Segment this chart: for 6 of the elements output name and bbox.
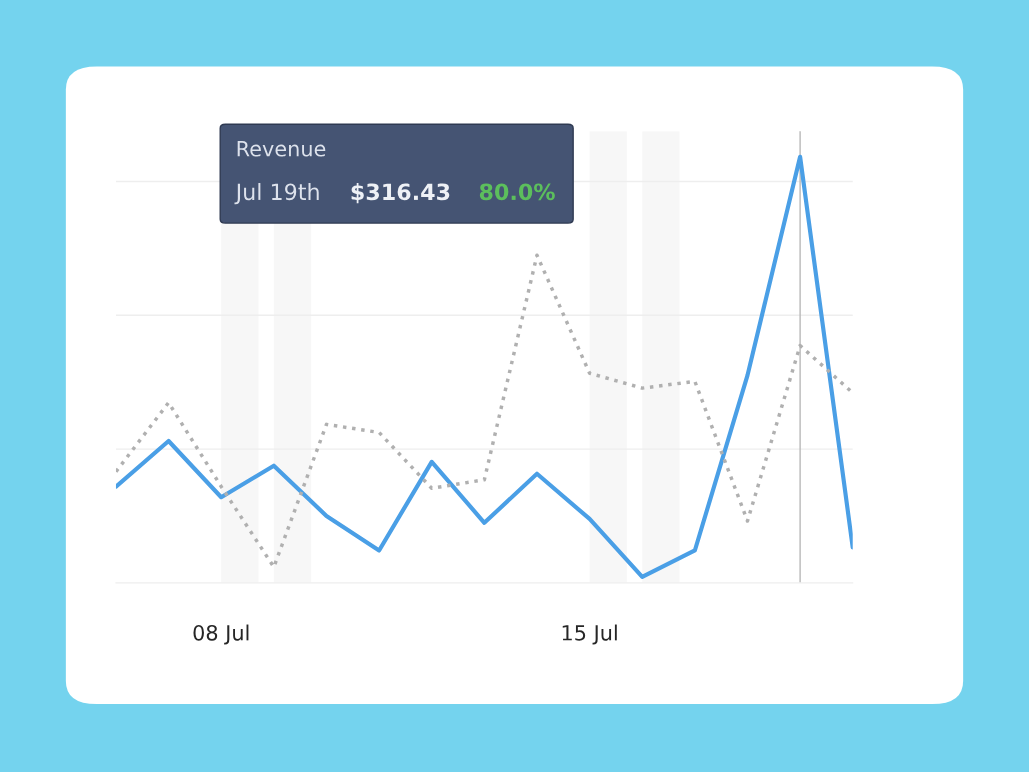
annotation: Jul 19th (234, 183, 319, 205)
annotation: $316.43 (351, 183, 450, 204)
text: Revenue (237, 141, 326, 157)
x-tick-label: 08 Jul (193, 624, 249, 645)
annotation: 80.0% (479, 183, 555, 201)
x-tick-label: 15 Jul (562, 624, 617, 645)
